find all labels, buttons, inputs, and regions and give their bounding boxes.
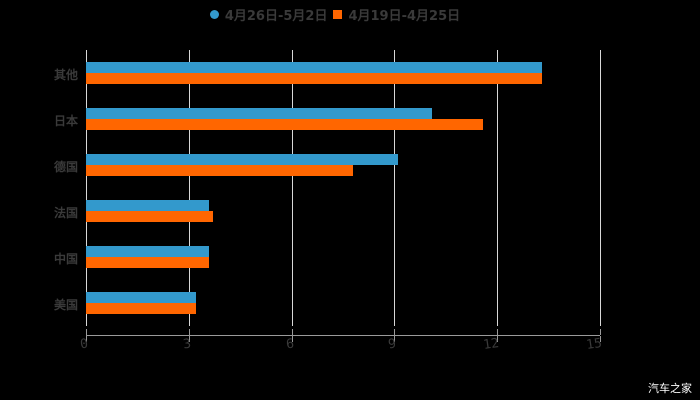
x-tick-label: 9 — [387, 336, 398, 353]
y-category-label: 中国 — [53, 252, 78, 266]
x-tick — [291, 336, 293, 342]
y-axis-line — [86, 50, 87, 326]
x-tick-label: 0 — [79, 336, 90, 353]
watermark: 汽车之家 — [648, 382, 692, 395]
gridline — [291, 50, 293, 326]
x-tick — [188, 336, 190, 342]
x-tick-label: 15 — [585, 335, 603, 354]
x-tick — [86, 336, 87, 342]
bar[interactable] — [86, 257, 210, 268]
y-category-label: 德国 — [53, 160, 78, 174]
gridline — [600, 50, 601, 326]
bar[interactable] — [86, 154, 398, 165]
legend-item-series-2[interactable]: 4月19日-4月25日 — [333, 4, 460, 24]
x-tick-label: 6 — [284, 336, 295, 353]
bar[interactable] — [86, 73, 542, 84]
x-tick — [188, 329, 190, 335]
bar[interactable] — [86, 108, 433, 119]
chart-legend: 4月26日-5月2日 4月19日-4月25日 — [0, 4, 700, 24]
legend-label: 4月19日-4月25日 — [348, 8, 461, 24]
bar[interactable] — [86, 211, 213, 222]
x-tick — [394, 336, 396, 342]
bar[interactable] — [86, 303, 196, 314]
y-category-label: 美国 — [53, 298, 78, 312]
bar[interactable] — [86, 246, 210, 257]
x-tick — [86, 329, 87, 335]
legend-label: 4月26日-5月2日 — [224, 8, 328, 24]
x-tick — [394, 329, 396, 335]
x-tick — [600, 336, 601, 342]
bar[interactable] — [86, 165, 354, 176]
circle-marker-icon — [209, 9, 219, 19]
bar[interactable] — [86, 292, 196, 303]
bar[interactable] — [86, 119, 484, 130]
y-category-label: 日本 — [53, 114, 78, 128]
legend-item-series-1[interactable]: 4月26日-5月2日 — [209, 4, 328, 24]
x-tick — [291, 329, 293, 335]
x-tick-label: 3 — [181, 336, 192, 353]
bar[interactable] — [86, 200, 210, 211]
gridline — [497, 50, 499, 326]
x-tick — [600, 329, 601, 335]
gridline — [188, 50, 190, 326]
y-category-label: 其他 — [53, 68, 78, 82]
x-tick — [497, 336, 499, 342]
x-tick-label: 12 — [482, 335, 501, 354]
y-category-label: 法国 — [53, 206, 78, 220]
bar[interactable] — [86, 62, 542, 73]
x-axis-line — [86, 335, 600, 336]
square-marker-icon — [333, 9, 343, 19]
gridline — [394, 50, 396, 326]
x-tick — [497, 329, 499, 335]
